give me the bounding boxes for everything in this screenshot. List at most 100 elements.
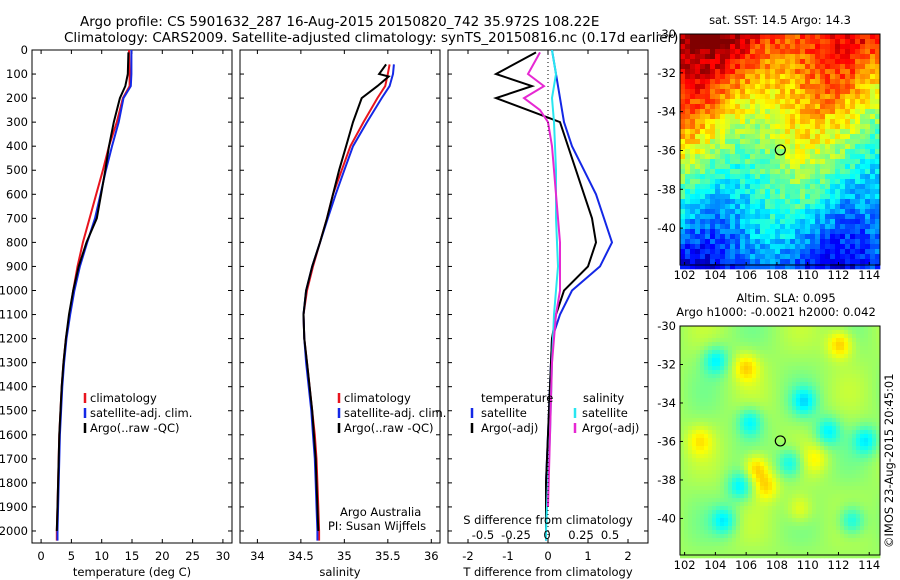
depth-tick-label: 1800: [0, 476, 28, 490]
x-axis-label-differences: T difference from climatology: [462, 565, 633, 579]
series-line-blue: [56, 50, 133, 541]
x-tick-label: -1: [502, 549, 513, 563]
depth-tick-label: 400: [6, 139, 28, 153]
map-x-tick-label: 104: [704, 268, 726, 282]
map-y-tick-label: -40: [657, 221, 676, 235]
salinity-legend-label: Argo(..raw -QC): [344, 421, 434, 435]
plot-frame-temperature: [31, 49, 233, 544]
x-tick-label: -2: [462, 549, 473, 563]
map-x-tick-label: 108: [766, 558, 788, 572]
map-y-tick-label: -30: [657, 319, 676, 333]
figure-title-line1: Argo profile: CS 5901632_287 16-Aug-2015…: [80, 14, 600, 30]
series-line-black: [55, 52, 130, 532]
map-x-tick-label: 114: [858, 558, 880, 572]
x-tick-label: 35: [337, 549, 352, 563]
map-x-tick-label: 110: [797, 558, 819, 572]
map-y-tick-label: -36: [657, 434, 676, 448]
depth-tick-label: 1200: [0, 332, 28, 346]
salinity-annotation-line2: PI: Susan Wijffels: [328, 519, 426, 533]
map-y-tick-label: -36: [657, 143, 676, 157]
diff-legend-label: Argo(-adj): [582, 421, 639, 435]
depth-tick-label: 900: [6, 259, 28, 273]
depth-tick-label: 1500: [0, 404, 28, 418]
map-y-tick-label: -32: [657, 66, 676, 80]
argo-position-marker: [774, 144, 786, 156]
map-y-tick-label: -38: [657, 182, 676, 196]
series-line-black: [493, 51, 598, 531]
x-tick-label: 25: [185, 549, 200, 563]
temperature-legend-label: climatology: [90, 391, 157, 405]
map-x-tick-label: 106: [735, 558, 757, 572]
x-tick-label: 30: [216, 549, 231, 563]
diff-top-tick-label: 0: [543, 528, 550, 542]
depth-tick-label: 1100: [0, 308, 28, 322]
depth-tick-label: 1900: [0, 500, 28, 514]
series-line-black: [302, 63, 391, 532]
x-axis-label-salinity: salinity: [319, 565, 360, 579]
salinity-annotation-line1: Argo Australia: [340, 505, 421, 519]
map-y-tick-label: -30: [657, 27, 676, 41]
depth-tick-label: 300: [6, 115, 28, 129]
salinity-legend-label: satellite-adj. clim.: [344, 406, 446, 420]
imos-timestamp-watermark: ©IMOS 23-Aug-2015 20:45:01: [882, 373, 896, 548]
map-x-tick-label: 112: [827, 558, 849, 572]
depth-tick-label: 2000: [0, 524, 28, 538]
depth-tick-label: 700: [6, 211, 28, 225]
map-x-tick-label: 102: [674, 558, 696, 572]
depth-tick-label: 1300: [0, 356, 28, 370]
x-tick-label: 34: [250, 549, 265, 563]
diff-legend-title-salinity: salinity: [583, 391, 624, 405]
diff-legend-title-temperature: temperature: [481, 391, 553, 405]
depth-tick-label: 1000: [0, 283, 28, 297]
depth-tick-label: 800: [6, 235, 28, 249]
map-x-tick-label: 104: [704, 558, 726, 572]
map-y-tick-label: -34: [657, 396, 676, 410]
diff-top-tick-label: -0.25: [501, 528, 531, 542]
sst-map-title: sat. SST: 14.5 Argo: 14.3: [709, 13, 851, 27]
map-x-tick-label: 112: [827, 268, 849, 282]
sla-heatmap-frame: [679, 325, 881, 556]
x-tick-label: 10: [94, 549, 109, 563]
depth-tick-label: 600: [6, 187, 28, 201]
sla-map-title-line2: Argo h1000: -0.0021 h2000: 0.042: [676, 305, 876, 319]
depth-tick-label: 1700: [0, 452, 28, 466]
depth-tick-label: 200: [6, 91, 28, 105]
salinity-legend-label: climatology: [344, 391, 411, 405]
diff-legend-label: satellite: [582, 406, 628, 420]
argo-position-marker: [774, 435, 786, 447]
x-tick-label: 5: [68, 549, 75, 563]
x-tick-label: 1: [584, 549, 591, 563]
series-line-magenta: [522, 51, 561, 507]
x-tick-label: 36: [424, 549, 439, 563]
x-tick-label: 15: [125, 549, 140, 563]
map-y-tick-label: -32: [657, 357, 676, 371]
diff-top-tick-label: 0.25: [568, 528, 594, 542]
map-x-tick-label: 106: [735, 268, 757, 282]
diff-top-tick-label: 0.5: [601, 528, 619, 542]
temperature-legend-label: Argo(..raw -QC): [90, 421, 180, 435]
x-tick-label: 20: [155, 549, 170, 563]
x-tick-label: 35.5: [375, 549, 401, 563]
map-y-tick-label: -34: [657, 105, 676, 119]
depth-tick-label: 100: [6, 67, 28, 81]
diff-top-tick-label: -0.5: [472, 528, 494, 542]
map-y-tick-label: -40: [657, 511, 676, 525]
temperature-legend-label: satellite-adj. clim.: [90, 406, 192, 420]
x-tick-label: 0: [37, 549, 44, 563]
diff-top-axis-label: S difference from climatology: [463, 513, 633, 527]
map-x-tick-label: 114: [858, 268, 880, 282]
map-y-tick-label: -38: [657, 473, 676, 487]
x-tick-label: 0: [544, 549, 551, 563]
x-axis-label-temperature: temperature (deg C): [73, 565, 191, 579]
diff-legend-label: satellite: [481, 406, 527, 420]
sla-map-title-line1: Altim. SLA: 0.095: [736, 291, 835, 305]
sst-heatmap: [680, 34, 881, 270]
sst-heatmap-frame: [679, 33, 881, 266]
map-x-tick-label: 102: [674, 268, 696, 282]
depth-tick-label: 1400: [0, 380, 28, 394]
figure-title-line2: Climatology: CARS2009. Satellite-adjuste…: [64, 30, 679, 46]
map-x-tick-label: 110: [797, 268, 819, 282]
depth-tick-label: 0: [21, 43, 28, 57]
diff-legend-label: Argo(-adj): [481, 421, 538, 435]
